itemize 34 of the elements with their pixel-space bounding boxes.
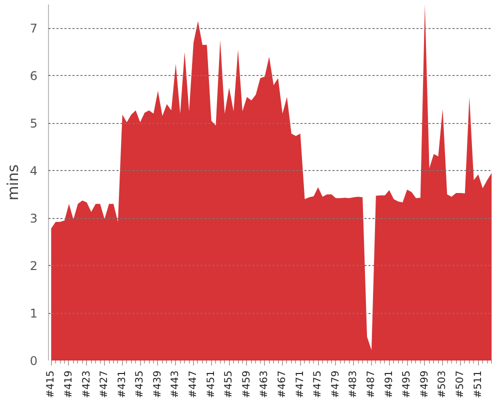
x-tick-label: #439: [152, 370, 164, 398]
x-tick-label: #419: [63, 370, 74, 398]
x-tick-label: #491: [384, 370, 395, 398]
x-tick-label: #415: [46, 370, 57, 398]
x-tick-label: #455: [224, 370, 235, 398]
x-tick-label: #479: [330, 370, 342, 398]
x-tick-label: #427: [99, 370, 110, 398]
x-tick-label: #495: [402, 370, 413, 398]
x-tick-label: #443: [170, 370, 182, 398]
y-tick-label: 4: [30, 164, 38, 178]
x-tick-label: #463: [259, 370, 270, 398]
x-tick-label: #483: [348, 370, 360, 398]
x-tick-label: #435: [134, 370, 146, 398]
x-tick-label: #459: [241, 370, 252, 398]
y-tick-label: 5: [30, 116, 38, 131]
x-tick-label: #431: [116, 370, 128, 398]
x-tick-label: #507: [454, 370, 466, 398]
x-tick-label: #451: [206, 370, 217, 398]
y-tick-label: 3: [30, 212, 38, 226]
x-tick-label: #471: [294, 370, 306, 398]
x-tick-label: #475: [312, 370, 324, 398]
y-tick-label: 1: [30, 306, 38, 321]
y-tick-label: 6: [30, 69, 38, 84]
x-tick-label: #511: [472, 370, 484, 398]
y-axis-title: mins: [4, 164, 22, 201]
x-tick-label: #487: [366, 370, 377, 398]
y-tick-label: 7: [30, 22, 38, 36]
x-tick-label: #499: [419, 370, 430, 398]
x-tick-label: #467: [277, 370, 288, 398]
x-tick-label: #447: [188, 370, 200, 398]
y-tick-label: 2: [30, 259, 38, 274]
x-tick-label: #423: [81, 370, 92, 398]
x-tick-label: #503: [437, 370, 448, 398]
y-tick-label: 0: [30, 354, 38, 368]
